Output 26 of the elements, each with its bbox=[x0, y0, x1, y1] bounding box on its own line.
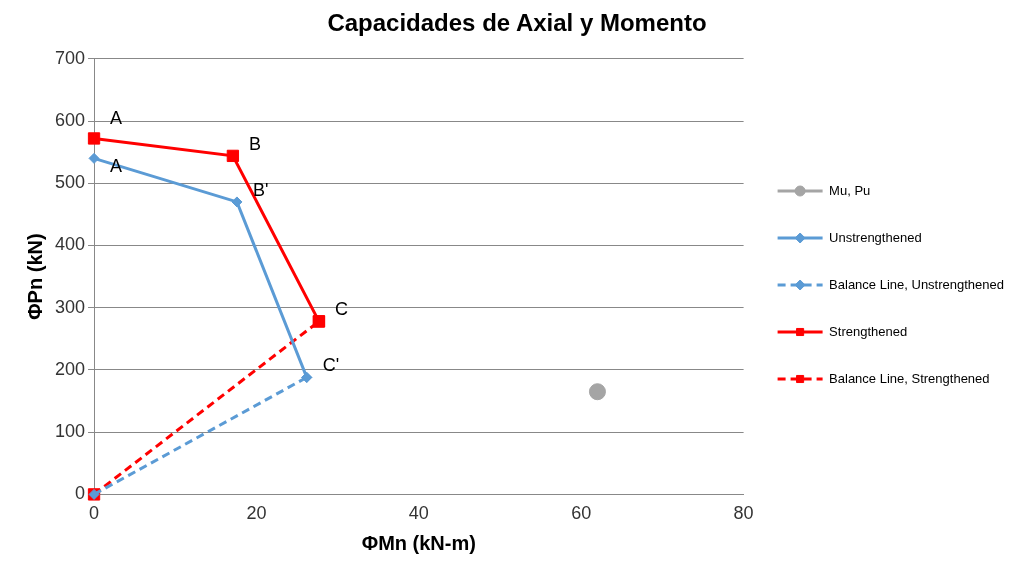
y-tick-label: 700 bbox=[54, 47, 86, 68]
y-tick-label: 100 bbox=[54, 421, 86, 442]
y-axis-title: ΦPn (kN) bbox=[23, 233, 46, 320]
x-tick-label: 80 bbox=[733, 503, 754, 524]
x-tick-label: 40 bbox=[408, 503, 429, 524]
chart-title: Capacidades de Axial y Momento bbox=[327, 9, 707, 37]
annotation: C' bbox=[322, 355, 340, 376]
legend-label: Balance Line, Strengthened bbox=[829, 370, 990, 386]
legend-label: Unstrengthened bbox=[829, 229, 922, 245]
y-tick-label: 0 bbox=[75, 483, 86, 504]
annotation: A bbox=[110, 108, 123, 129]
y-tick-label: 400 bbox=[54, 234, 86, 255]
y-tick-label: 500 bbox=[54, 172, 86, 193]
annotation: B' bbox=[252, 179, 269, 200]
annotation: B bbox=[248, 133, 261, 154]
y-tick-label: 200 bbox=[54, 358, 86, 379]
annotation: C bbox=[334, 299, 348, 320]
x-tick-label: 0 bbox=[89, 503, 100, 524]
legend-label: Balance Line, Unstrengthened bbox=[829, 276, 1004, 292]
legend-label: Strengthened bbox=[829, 323, 908, 339]
x-axis-title: ΦMn (kN-m) bbox=[361, 531, 476, 554]
x-tick-label: 20 bbox=[246, 503, 267, 524]
y-tick-label: 300 bbox=[54, 296, 86, 317]
x-tick-label: 60 bbox=[571, 503, 592, 524]
y-tick-label: 600 bbox=[54, 110, 86, 130]
legend-label: Mu, Pu bbox=[829, 182, 871, 198]
